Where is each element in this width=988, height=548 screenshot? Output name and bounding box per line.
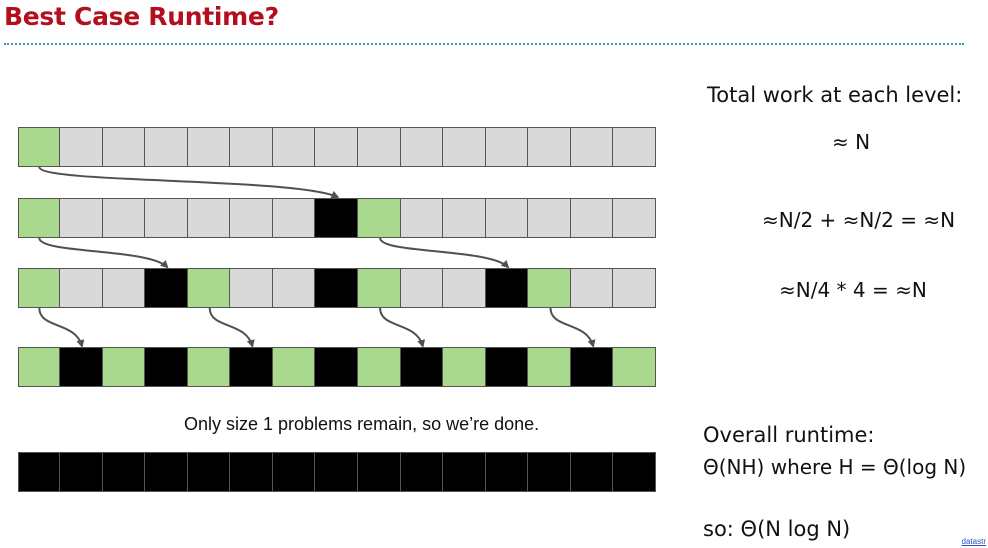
pivot-cell	[612, 347, 657, 387]
pivot-cell	[357, 268, 402, 308]
pivot-cell	[186, 347, 231, 387]
unsorted-cell	[271, 127, 316, 167]
unsorted-cell	[612, 268, 657, 308]
work-per-level-heading: Total work at each level:	[707, 83, 963, 107]
partition-arrow	[38, 237, 169, 269]
array-row-final	[18, 452, 657, 492]
sorted-cell	[569, 452, 614, 492]
partition-arrow	[549, 307, 596, 348]
array-row-level-4	[18, 347, 657, 387]
pivot-cell	[527, 268, 572, 308]
partition-arrow	[38, 307, 85, 348]
sorted-cell	[399, 452, 444, 492]
unsorted-cell	[101, 268, 146, 308]
unsorted-cell	[569, 268, 614, 308]
work-level-2: ≈N/2 + ≈N/2 = ≈N	[762, 208, 956, 232]
unsorted-cell	[271, 268, 316, 308]
sorted-cell	[144, 268, 189, 308]
unsorted-cell	[527, 198, 572, 238]
pivot-cell	[442, 347, 487, 387]
unsorted-cell	[186, 198, 231, 238]
unsorted-cell	[144, 198, 189, 238]
title-divider	[4, 43, 964, 45]
sorted-cell	[314, 268, 359, 308]
sorted-cell	[229, 452, 274, 492]
unsorted-cell	[59, 268, 104, 308]
pivot-cell	[18, 268, 61, 308]
unsorted-cell	[569, 198, 614, 238]
sorted-cell	[357, 452, 402, 492]
pivot-cell	[271, 347, 316, 387]
pivot-cell	[18, 127, 61, 167]
pivot-cell	[357, 347, 402, 387]
unsorted-cell	[527, 127, 572, 167]
partition-arrow	[379, 237, 510, 269]
unsorted-cell	[101, 198, 146, 238]
unsorted-cell	[186, 127, 231, 167]
overall-runtime-heading: Overall runtime:	[703, 423, 875, 447]
sorted-cell	[569, 347, 614, 387]
done-note: Only size 1 problems remain, so we’re do…	[184, 414, 540, 434]
work-level-3: ≈N/4 * 4 = ≈N	[779, 278, 927, 302]
unsorted-cell	[612, 198, 657, 238]
unsorted-cell	[399, 268, 444, 308]
sorted-cell	[484, 452, 529, 492]
unsorted-cell	[144, 127, 189, 167]
pivot-cell	[101, 347, 146, 387]
unsorted-cell	[442, 198, 487, 238]
sorted-cell	[59, 452, 104, 492]
unsorted-cell	[229, 127, 274, 167]
overall-runtime-formula: Θ(NH) where H = Θ(log N)	[703, 455, 967, 479]
sorted-cell	[314, 347, 359, 387]
partition-arrow	[208, 307, 255, 348]
unsorted-cell	[357, 127, 402, 167]
work-level-1: ≈ N	[832, 130, 871, 154]
partition-arrow	[379, 307, 426, 348]
sorted-cell	[18, 452, 61, 492]
unsorted-cell	[612, 127, 657, 167]
unsorted-cell	[271, 198, 316, 238]
unsorted-cell	[101, 127, 146, 167]
sorted-cell	[484, 347, 529, 387]
array-row-level-3	[18, 268, 657, 308]
slide-title: Best Case Runtime?	[4, 2, 279, 31]
sorted-cell	[612, 452, 657, 492]
unsorted-cell	[442, 127, 487, 167]
sorted-cell	[101, 452, 146, 492]
footer-link[interactable]: datastr	[961, 537, 986, 546]
pivot-cell	[18, 198, 61, 238]
pivot-cell	[186, 268, 231, 308]
overall-runtime-result: so: Θ(N log N)	[703, 517, 851, 541]
pivot-cell	[18, 347, 61, 387]
sorted-cell	[271, 452, 316, 492]
array-row-level-2	[18, 198, 657, 238]
sorted-cell	[314, 452, 359, 492]
unsorted-cell	[484, 127, 529, 167]
partition-arrow	[38, 166, 340, 199]
unsorted-cell	[59, 198, 104, 238]
array-row-level-1	[18, 127, 657, 167]
sorted-cell	[442, 452, 487, 492]
